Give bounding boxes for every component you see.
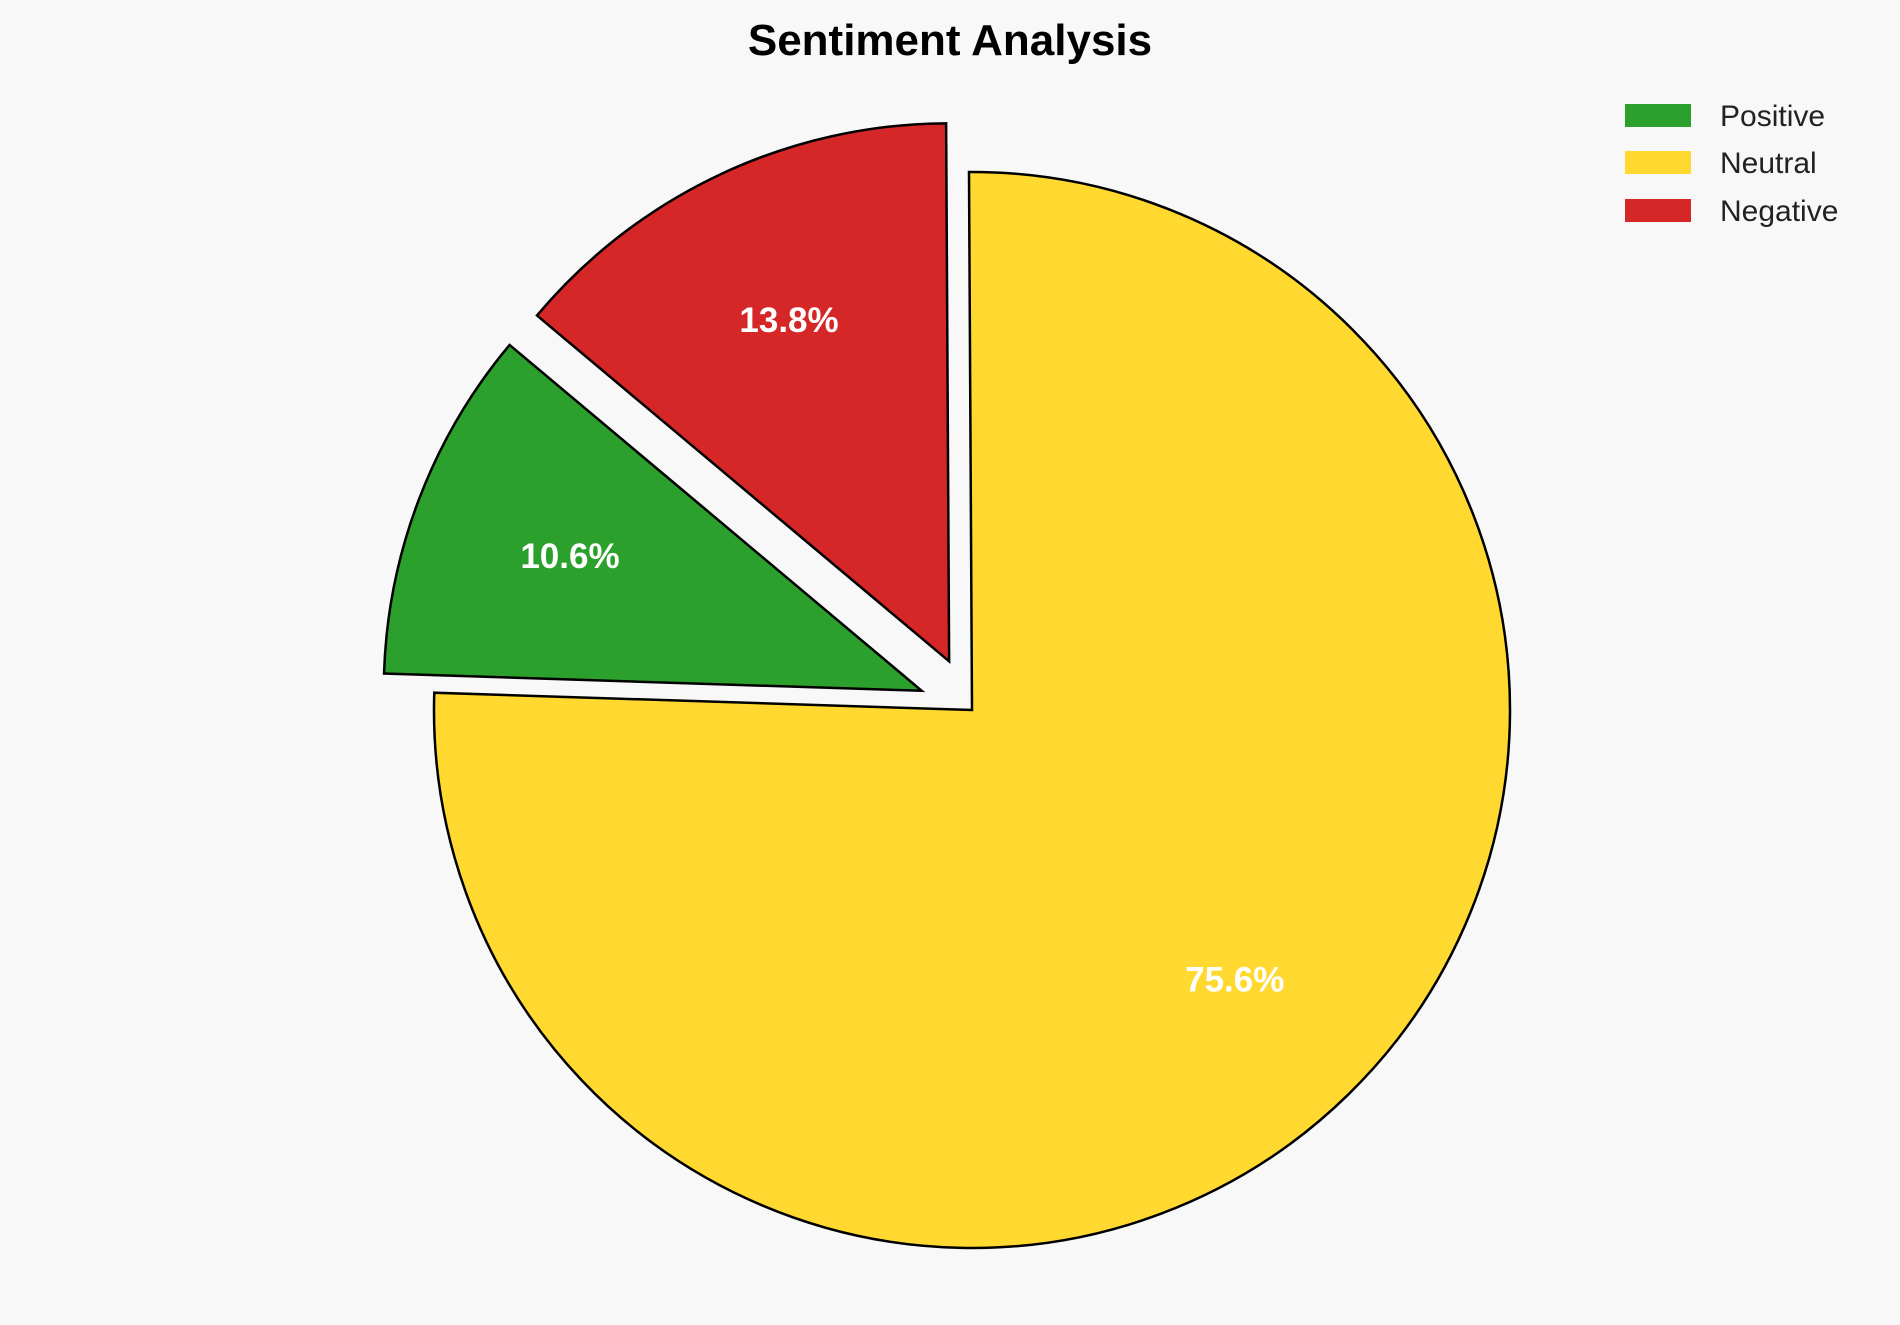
pie-slice-positive (382, 343, 926, 693)
legend-label-neutral: Neutral (1720, 147, 1817, 180)
pie-slice-negative (535, 122, 951, 664)
legend-swatch-negative (1625, 199, 1691, 222)
legend-swatch-neutral (1625, 151, 1691, 174)
pie-slice-neutral (432, 170, 1512, 1250)
legend-label-negative: Negative (1720, 195, 1838, 228)
chart-title: Sentiment Analysis (748, 16, 1152, 65)
slice-label-negative: 13.8% (739, 301, 838, 340)
pie-slices (382, 122, 1512, 1250)
slice-label-neutral: 75.6% (1185, 960, 1284, 999)
legend-label-positive: Positive (1720, 100, 1825, 133)
legend: Positive Neutral Negative (1625, 100, 1838, 228)
legend-swatch-positive (1625, 104, 1691, 127)
pie-labels: 10.6% 75.6% 13.8% (520, 301, 1284, 999)
slice-label-positive: 10.6% (520, 537, 619, 576)
